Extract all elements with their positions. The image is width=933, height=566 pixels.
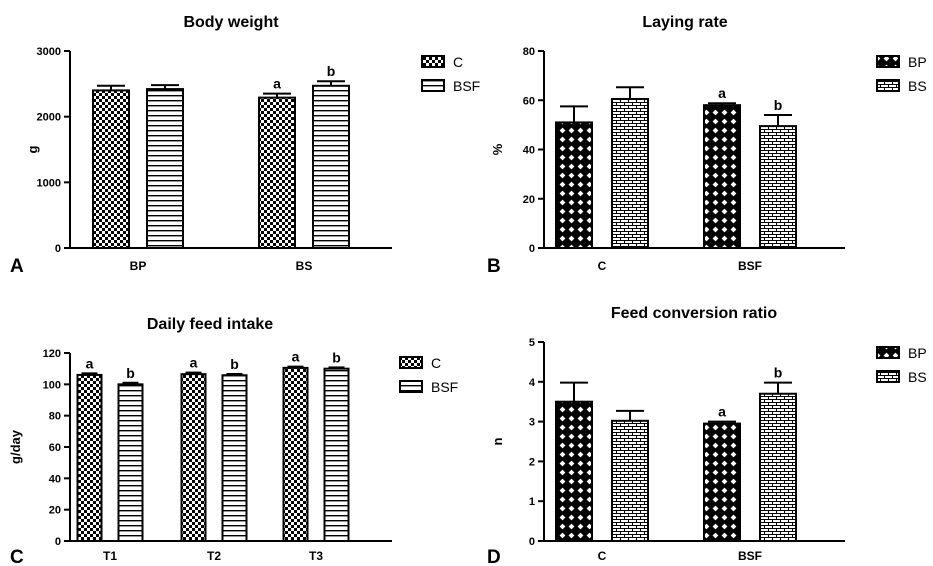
legend-swatch xyxy=(421,55,445,68)
legend-label: BS xyxy=(908,78,927,94)
significance-label: b xyxy=(230,356,239,372)
significance-label: a xyxy=(718,85,726,101)
y-tick-label: 60 xyxy=(49,442,61,454)
x-category-label: BSF xyxy=(738,549,762,563)
chart-title: Laying rate xyxy=(642,14,727,31)
y-tick-label: 100 xyxy=(43,379,61,391)
y-tick-label: 80 xyxy=(49,411,61,423)
bar xyxy=(611,98,649,249)
x-category-label: T2 xyxy=(207,549,221,563)
legend-label: BP xyxy=(908,54,927,70)
y-tick-label: 0 xyxy=(529,243,535,255)
bar xyxy=(703,104,741,249)
y-tick-label: 4 xyxy=(529,377,536,389)
chart-panel-a: Body weight 0 1000 2000 3000 g BP a b BS C BSF A xyxy=(10,14,480,277)
significance-label: a xyxy=(292,349,300,365)
y-tick-label: 1 xyxy=(529,496,535,508)
chart-title: Daily feed intake xyxy=(147,316,273,333)
legend-label: BSF xyxy=(453,78,480,94)
panel-letter: A xyxy=(10,256,24,277)
y-tick-label: 20 xyxy=(523,194,535,206)
legend-swatch xyxy=(876,79,900,92)
chart-title: Feed conversion ratio xyxy=(611,305,777,322)
significance-label: b xyxy=(774,97,783,113)
y-tick-label: 1000 xyxy=(37,177,61,189)
bar xyxy=(555,121,593,249)
bar xyxy=(221,374,248,542)
y-tick-label: 2000 xyxy=(37,112,61,124)
bar xyxy=(703,422,741,542)
y-axis-label: % xyxy=(490,143,505,155)
legend-swatch xyxy=(421,79,445,92)
y-tick-label: 0 xyxy=(529,536,535,548)
chart-panel-b: Laying rate 0 20 40 60 80% Ca b BSF BP BS B xyxy=(487,14,927,277)
panel-letter: B xyxy=(487,256,501,277)
bar xyxy=(611,419,649,542)
legend-label: C xyxy=(431,355,441,371)
chart-panel-c: Daily feed intake 0 20 40 60 80 100 120 g/day a b T… xyxy=(8,316,458,566)
legend-swatch xyxy=(876,370,900,383)
legend-swatch xyxy=(876,346,900,359)
y-tick-label: 0 xyxy=(55,243,61,255)
x-category-label: C xyxy=(598,259,607,273)
chart-panel-d: Feed conversion ratio 0 1 2 3 4 5 n Ca b BSF BP BS D xyxy=(487,305,927,566)
bar xyxy=(180,373,207,542)
bar xyxy=(92,89,130,250)
significance-label: a xyxy=(86,355,94,371)
y-tick-label: 3 xyxy=(529,417,535,429)
y-tick-label: 0 xyxy=(55,536,61,548)
y-axis-label: n xyxy=(490,437,505,445)
significance-label: b xyxy=(126,365,135,381)
bar xyxy=(312,84,350,250)
x-category-label: BP xyxy=(130,259,147,273)
y-tick-label: 40 xyxy=(49,473,61,485)
y-axis-label: g/day xyxy=(8,429,23,464)
bar xyxy=(555,400,593,543)
y-tick-label: 5 xyxy=(529,337,535,349)
bar xyxy=(282,366,309,542)
legend-label: BS xyxy=(908,369,927,385)
y-tick-label: 3000 xyxy=(37,46,61,58)
significance-label: b xyxy=(327,63,336,79)
significance-label: a xyxy=(273,76,281,92)
legend-label: C xyxy=(453,54,463,70)
significance-label: b xyxy=(774,365,783,381)
chart-title: Body weight xyxy=(183,14,279,31)
significance-label: a xyxy=(718,404,726,420)
x-category-label: T1 xyxy=(103,549,117,563)
y-tick-label: 20 xyxy=(49,505,61,517)
legend-swatch xyxy=(399,380,423,393)
panel-letter: D xyxy=(487,547,501,566)
y-tick-label: 60 xyxy=(523,95,535,107)
legend-label: BP xyxy=(908,345,927,361)
legend-label: BSF xyxy=(431,379,458,395)
bar xyxy=(759,392,797,542)
bar xyxy=(258,96,296,249)
y-tick-label: 40 xyxy=(523,145,535,157)
y-axis-label: g xyxy=(25,145,40,153)
bar xyxy=(76,373,103,542)
panel-letter: C xyxy=(10,547,24,566)
y-tick-label: 120 xyxy=(43,348,61,360)
bar xyxy=(146,88,184,249)
x-category-label: C xyxy=(598,549,607,563)
bar xyxy=(323,367,350,542)
x-category-label: BS xyxy=(296,259,313,273)
bar xyxy=(117,383,144,543)
x-category-label: BSF xyxy=(738,259,762,273)
x-category-label: T3 xyxy=(309,549,323,563)
bar xyxy=(759,125,797,249)
significance-label: b xyxy=(332,349,341,365)
y-tick-label: 2 xyxy=(529,456,535,468)
significance-label: a xyxy=(190,355,198,371)
y-tick-label: 80 xyxy=(523,46,535,58)
legend-swatch xyxy=(399,356,423,369)
legend-swatch xyxy=(876,55,900,68)
